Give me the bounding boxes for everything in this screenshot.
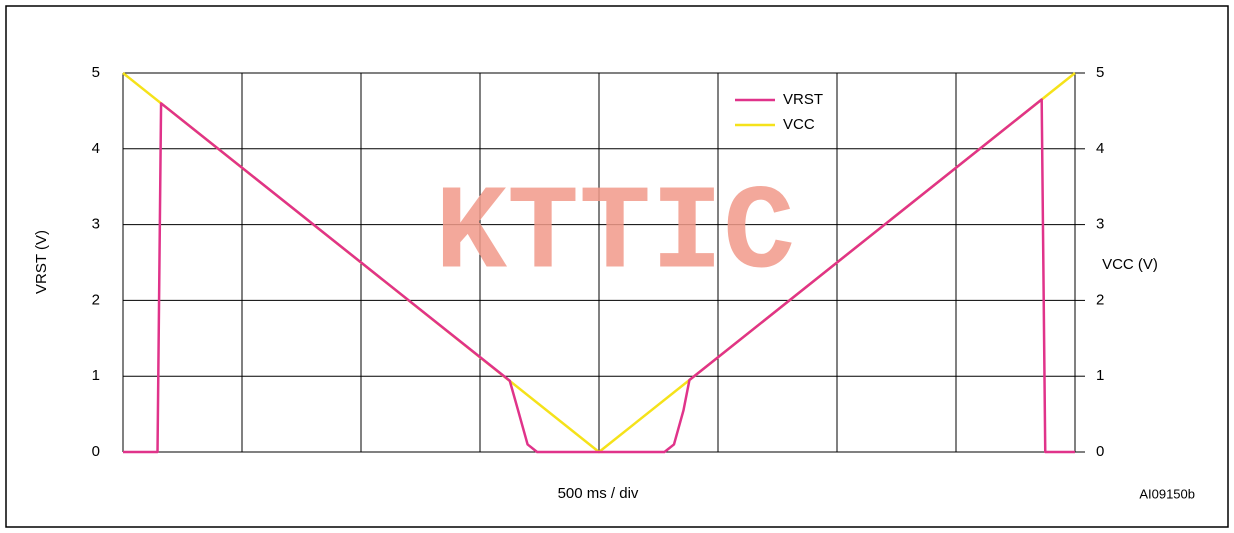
y-tick-label: 0: [92, 443, 100, 460]
series-line: [123, 98, 1075, 454]
y-axis-label: VRST (V): [33, 230, 50, 294]
y-tick-label: 5: [92, 64, 100, 81]
legend-label: VCC: [783, 116, 815, 133]
y-tick-label: 4: [92, 140, 100, 157]
y2-tick-label: 5: [1096, 64, 1104, 81]
y2-tick-label: 0: [1096, 443, 1104, 460]
watermark: KTTIC: [435, 168, 795, 304]
y2-tick-label: 1: [1096, 367, 1104, 384]
y-tick-label: 2: [92, 291, 100, 308]
y2-tick-label: 3: [1096, 216, 1104, 233]
y2-tick-label: 2: [1096, 291, 1104, 308]
figure-id: AI09150b: [1139, 486, 1195, 501]
y2-tick-label: 4: [1096, 140, 1104, 157]
y-tick-label: 1: [92, 367, 100, 384]
frame: [5, 5, 1229, 528]
legend-label: VRST: [783, 91, 823, 108]
y2-axis-label: VCC (V): [1102, 256, 1158, 273]
y-tick-label: 3: [92, 216, 100, 233]
x-axis-label: 500 ms / div: [558, 485, 639, 502]
